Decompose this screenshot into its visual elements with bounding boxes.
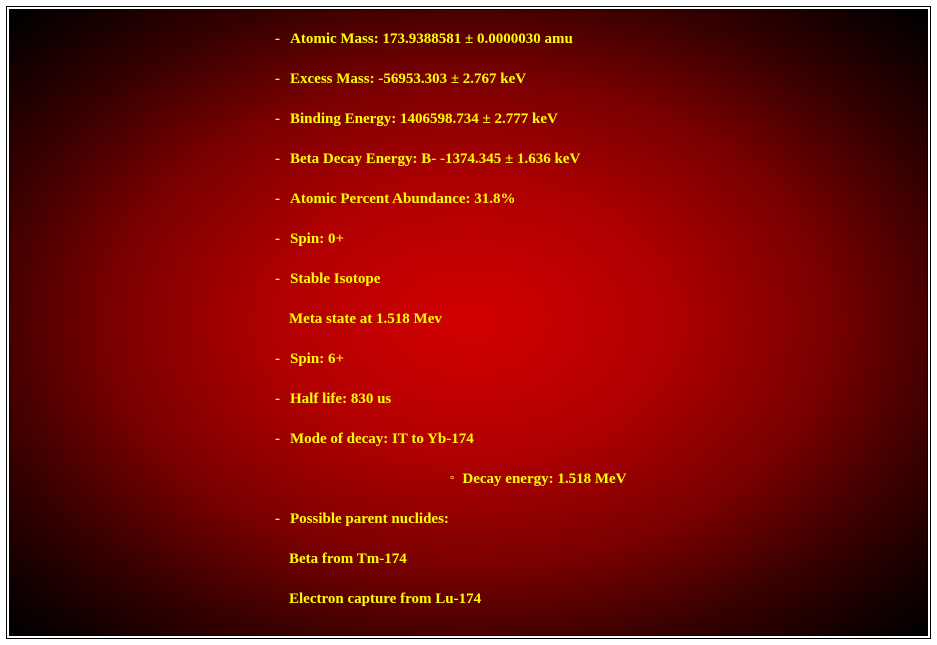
inner-frame: - Atomic Mass: 173.9388581 ± 0.0000030 a… <box>9 9 928 636</box>
list-subitem: Electron capture from Lu-174 <box>289 590 927 608</box>
list-item: - Half life: 830 us <box>275 390 927 408</box>
binding-energy-text: Binding Energy: 1406598.734 ± 2.777 keV <box>290 110 558 128</box>
list-item: - Beta Decay Energy: B- -1374.345 ± 1.63… <box>275 150 927 168</box>
list-item: - Atomic Percent Abundance: 31.8% <box>275 190 927 208</box>
half-life-text: Half life: 830 us <box>290 390 391 408</box>
decay-energy-text: Decay energy: 1.518 MeV <box>462 470 626 488</box>
possible-parents-header-text: Possible parent nuclides: <box>290 510 449 528</box>
nested-item: ° Decay energy: 1.518 MeV <box>450 470 927 488</box>
list-item: - Atomic Mass: 173.9388581 ± 0.0000030 a… <box>275 30 927 48</box>
list-item: - Spin: 6+ <box>275 350 927 368</box>
bullet-marker: ° <box>450 474 454 487</box>
mode-of-decay-text: Mode of decay: IT to Yb-174 <box>290 430 474 448</box>
atomic-percent-abundance-text: Atomic Percent Abundance: 31.8% <box>290 190 516 208</box>
spin-meta-text: Spin: 6+ <box>290 350 344 368</box>
list-subitem: Meta state at 1.518 Mev <box>289 310 927 328</box>
list-item: - Mode of decay: IT to Yb-174 <box>275 430 927 448</box>
meta-state-text: Meta state at 1.518 Mev <box>289 311 442 327</box>
excess-mass-text: Excess Mass: -56953.303 ± 2.767 keV <box>290 70 526 88</box>
list-item: - Excess Mass: -56953.303 ± 2.767 keV <box>275 70 927 88</box>
list-item: - Binding Energy: 1406598.734 ± 2.777 ke… <box>275 110 927 128</box>
dash-marker: - <box>275 510 280 528</box>
isotope-properties-list: - Atomic Mass: 173.9388581 ± 0.0000030 a… <box>275 30 927 608</box>
dash-marker: - <box>275 430 280 448</box>
dash-marker: - <box>275 70 280 88</box>
list-item: - Spin: 0+ <box>275 230 927 248</box>
spin-ground-text: Spin: 0+ <box>290 230 344 248</box>
list-item: - Possible parent nuclides: <box>275 510 927 528</box>
list-item: - Stable Isotope <box>275 270 927 288</box>
parent-ec-text: Electron capture from Lu-174 <box>289 591 481 607</box>
dash-marker: - <box>275 110 280 128</box>
list-subitem: Beta from Tm-174 <box>289 550 927 568</box>
dash-marker: - <box>275 150 280 168</box>
dash-marker: - <box>275 390 280 408</box>
dash-marker: - <box>275 270 280 288</box>
outer-frame: - Atomic Mass: 173.9388581 ± 0.0000030 a… <box>6 6 931 639</box>
dash-marker: - <box>275 350 280 368</box>
dash-marker: - <box>275 230 280 248</box>
beta-decay-energy-text: Beta Decay Energy: B- -1374.345 ± 1.636 … <box>290 150 580 168</box>
atomic-mass-text: Atomic Mass: 173.9388581 ± 0.0000030 amu <box>290 30 573 48</box>
parent-beta-text: Beta from Tm-174 <box>289 551 407 567</box>
dash-marker: - <box>275 30 280 48</box>
dash-marker: - <box>275 190 280 208</box>
stable-isotope-text: Stable Isotope <box>290 270 380 288</box>
